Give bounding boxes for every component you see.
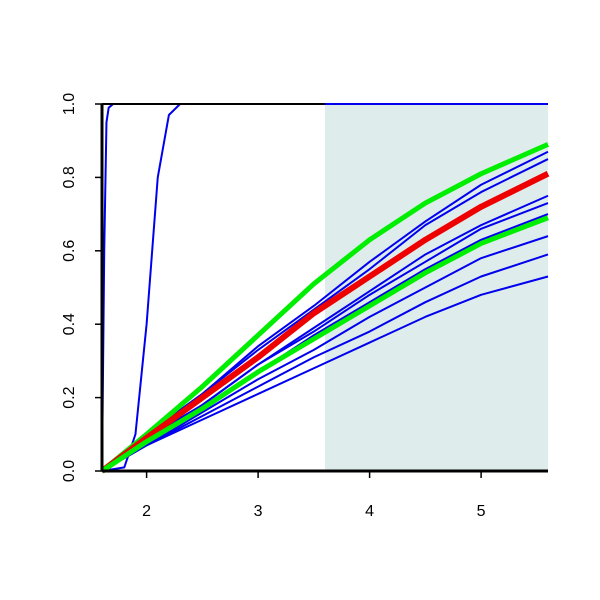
y-tick-label: 0.0 xyxy=(61,460,78,482)
y-tick-label: 1.0 xyxy=(61,93,78,115)
x-tick-label: 2 xyxy=(142,503,151,520)
data-line xyxy=(100,215,549,474)
y-tick-label: 0.6 xyxy=(61,240,78,262)
data-line xyxy=(101,253,549,472)
x-tick-label: 5 xyxy=(477,503,486,520)
data-line xyxy=(100,171,550,474)
x-tick-label: 4 xyxy=(365,503,374,520)
data-line xyxy=(100,142,550,473)
data-line xyxy=(101,235,549,472)
x-tick-label: 3 xyxy=(254,503,263,520)
y-tick-label: 0.2 xyxy=(61,386,78,408)
y-tick-label: 0.4 xyxy=(61,313,78,335)
y-tick-label: 0.8 xyxy=(61,166,78,188)
data-line xyxy=(101,275,549,472)
